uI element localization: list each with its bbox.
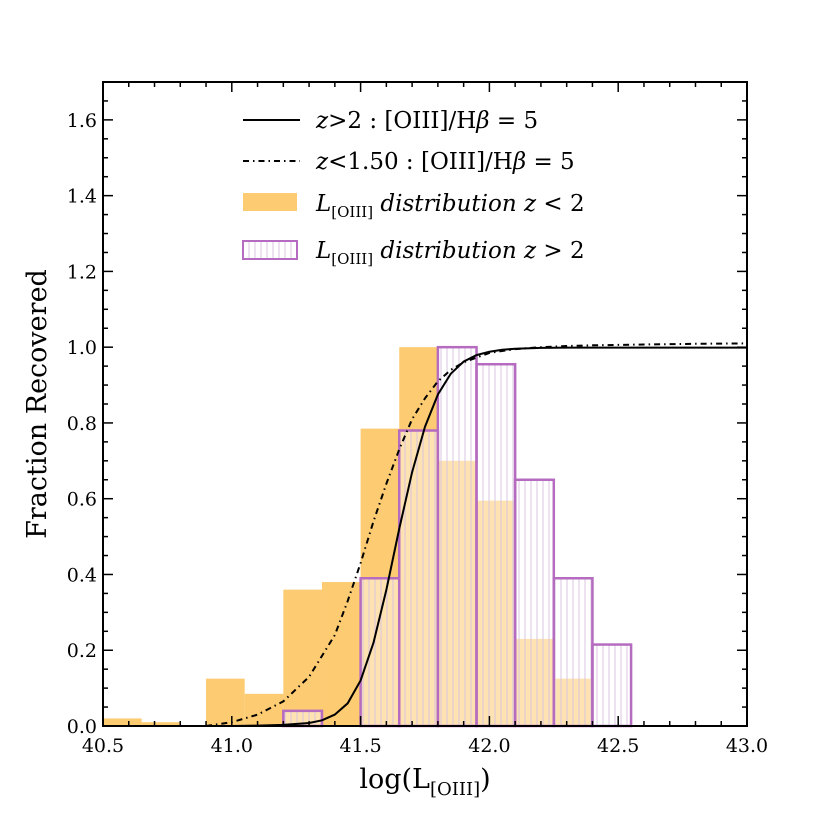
hist-gt2-bar-hatch (553, 578, 593, 726)
hist-gt2-bar-hatch (360, 578, 400, 726)
axis-ticks (102, 81, 748, 727)
y-tick-label: 0.2 (67, 640, 97, 662)
x-tick-label: 41.0 (211, 735, 253, 757)
hist-lt2-bar (283, 589, 322, 726)
hist-lt2-bar (244, 693, 284, 726)
x-tick-label: 40.5 (82, 735, 124, 757)
y-tick-label: 1.2 (67, 261, 97, 283)
x-tick-labels: 40.5 41.0 41.5 42.0 42.5 43.0 (82, 735, 768, 757)
legend-swatch-z-lt-2 (243, 193, 297, 211)
hist-gt2-bar-hatch (592, 644, 632, 726)
y-tick-label: 1.4 (67, 186, 97, 208)
hist-lt2-bar (103, 718, 142, 726)
x-tick-label: 42.5 (597, 735, 639, 757)
y-axis-title: Fraction Recovered (22, 269, 53, 539)
curve-z-gt-2 (206, 346, 747, 727)
y-tick-labels: 0.0 0.2 0.4 0.6 0.8 1.0 1.2 1.4 1.6 (67, 110, 97, 738)
x-tick-label: 42.0 (468, 735, 510, 757)
hist-gt2-bar-hatch (399, 430, 438, 726)
legend: z>2 : [OIII]/Hβ = 5 z<1.50 : [OIII]/Hβ =… (242, 108, 585, 268)
legend-label-dist-z-gt-2: L[OIII] distribution z > 2 (315, 238, 585, 268)
x-axis-title: log(L[OIII]) (359, 764, 490, 800)
y-tick-label: 0.0 (67, 716, 97, 738)
x-tick-label: 43.0 (726, 735, 768, 757)
y-tick-label: 0.6 (67, 489, 97, 511)
y-tick-label: 0.4 (67, 564, 97, 586)
hist-gt2-bar-hatch (437, 347, 477, 726)
legend-label-z-lt-1-50: z<1.50 : [OIII]/Hβ = 5 (315, 149, 575, 175)
histogram-z-gt-2-hatch (283, 347, 632, 726)
curve-z-lt-1-50 (205, 342, 748, 727)
legend-label-dist-z-lt-2: L[OIII] distribution z < 2 (315, 191, 585, 221)
y-tick-label: 0.8 (67, 413, 97, 435)
hist-lt2-bar (141, 722, 181, 726)
legend-label-z-gt-2: z>2 : [OIII]/Hβ = 5 (315, 108, 538, 134)
x-tick-label: 41.5 (339, 735, 381, 757)
hist-gt2-bar-hatch (476, 364, 516, 726)
y-tick-label: 1.0 (67, 337, 97, 359)
hist-lt2-bar (206, 678, 245, 726)
y-tick-label: 1.6 (67, 110, 97, 132)
hist-gt2-bar-hatch (515, 479, 554, 726)
recovery-curves (205, 342, 748, 727)
hist-lt2-bar (321, 582, 361, 726)
legend-swatch-z-gt-2 (242, 240, 298, 260)
